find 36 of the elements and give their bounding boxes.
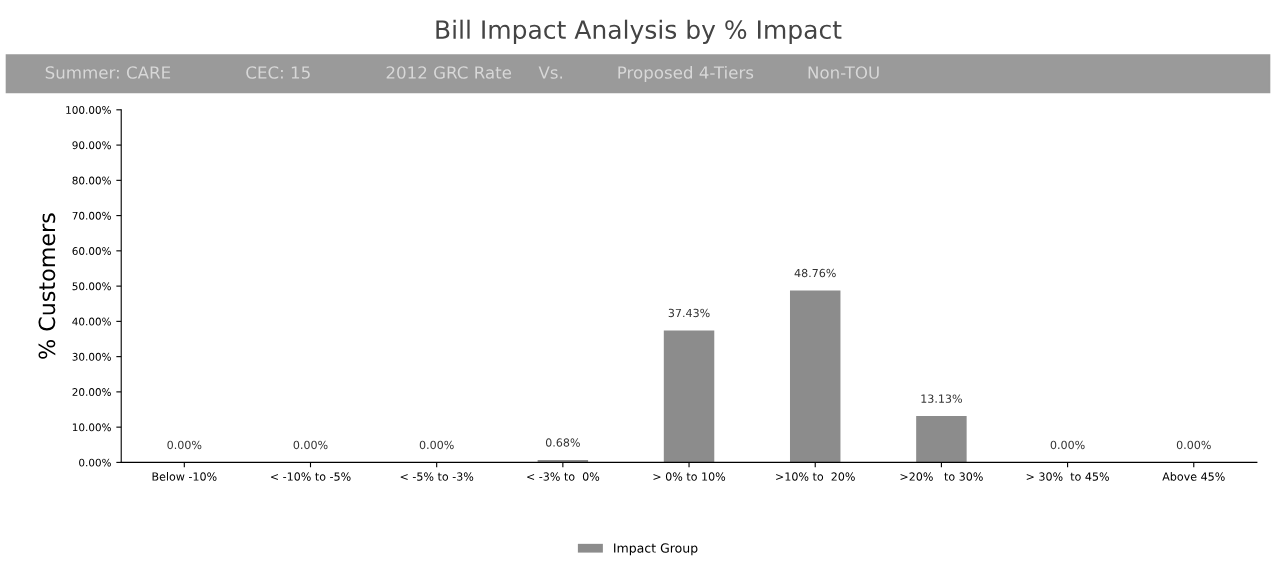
- bar: [789, 290, 841, 463]
- data-label: 13.13%: [921, 394, 962, 403]
- y-tick-label: 50.00%: [72, 282, 111, 291]
- y-tick-label: 100.00%: [66, 106, 111, 114]
- data-label: 0.00%: [167, 440, 202, 450]
- x-tick-label: > 0% to 10%: [653, 472, 726, 481]
- x-tick-label: > 30% to 45%: [1026, 472, 1109, 481]
- y-tick-label: 90.00%: [72, 141, 111, 150]
- data-label: 0.00%: [1050, 440, 1085, 450]
- x-tick-label: < -3% to 0%: [527, 472, 600, 481]
- data-label: 37.43%: [668, 308, 710, 318]
- x-tick-label: >20% to 30%: [900, 472, 983, 481]
- y-tick-label: 60.00%: [72, 247, 111, 255]
- data-label: 0.68%: [545, 438, 580, 447]
- y-tick-label: 30.00%: [72, 352, 111, 361]
- data-label: 0.00%: [293, 440, 328, 450]
- x-tick-label: >10% to 20%: [776, 472, 855, 481]
- y-tick-label: 80.00%: [72, 176, 111, 185]
- y-tick-label: 70.00%: [72, 211, 111, 220]
- bar: [916, 416, 967, 463]
- bar: [663, 330, 715, 463]
- data-label: 0.00%: [419, 440, 454, 450]
- x-tick-label: Below -10%: [152, 472, 217, 481]
- x-tick-label: < -10% to -5%: [270, 472, 351, 481]
- y-tick-label: 40.00%: [72, 317, 111, 326]
- x-tick-label: < -5% to -3%: [400, 472, 474, 481]
- chart-title: Bill Impact Analysis by % Impact: [436, 19, 842, 44]
- data-label: 48.76%: [794, 268, 836, 278]
- y-tick-label: 10.00%: [72, 423, 111, 432]
- x-tick-label: Above 45%: [1162, 472, 1225, 481]
- data-label: 0.00%: [1176, 440, 1211, 450]
- legend-label: Impact Group: [614, 543, 698, 556]
- y-axis-title: % Customers: [38, 213, 56, 359]
- y-tick-label: 0.00%: [79, 458, 111, 467]
- y-tick-label: 20.00%: [72, 388, 111, 396]
- chart-subtitle: Summer: CARE CEC: 15 2012 GRC Rate Vs. Proposed 4-Tiers Non-TOU: [45, 65, 879, 83]
